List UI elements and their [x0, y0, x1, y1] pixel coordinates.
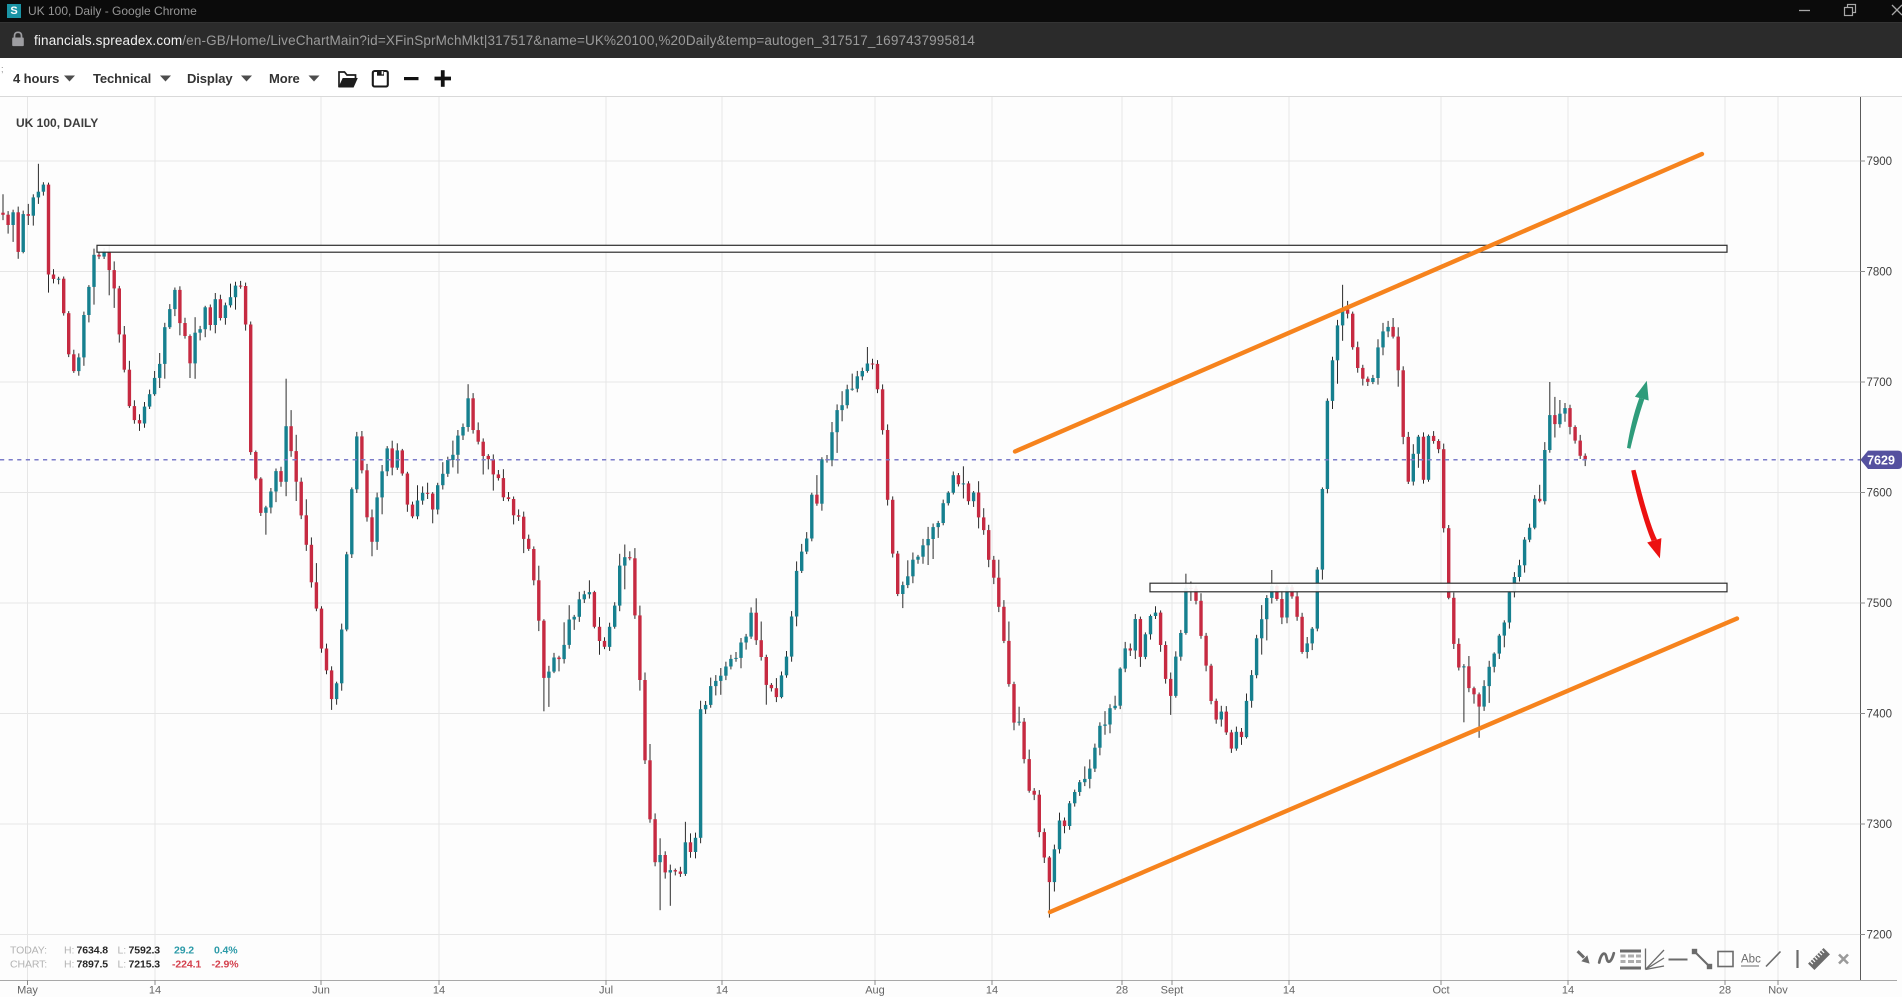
svg-text:Aug: Aug — [865, 985, 885, 997]
svg-text:7215.3: 7215.3 — [129, 959, 161, 971]
svg-text:14: 14 — [1562, 985, 1574, 997]
svg-text:14: 14 — [1283, 985, 1295, 997]
svg-text:Jun: Jun — [312, 985, 330, 997]
svg-text:7592.3: 7592.3 — [129, 945, 161, 957]
svg-text:14: 14 — [986, 985, 998, 997]
svg-text:UK 100, DAILY: UK 100, DAILY — [16, 116, 98, 130]
svg-text:7900: 7900 — [1867, 156, 1893, 168]
svg-text:14: 14 — [716, 985, 728, 997]
svg-text:7500: 7500 — [1867, 598, 1893, 610]
svg-text:TODAY:: TODAY: — [10, 945, 47, 957]
svg-text:29.2: 29.2 — [174, 945, 194, 957]
svg-text:Oct: Oct — [1432, 985, 1449, 997]
svg-text:Jul: Jul — [599, 985, 613, 997]
svg-text:7800: 7800 — [1867, 267, 1893, 279]
svg-text:May: May — [17, 985, 38, 997]
svg-text:7700: 7700 — [1867, 377, 1893, 389]
svg-text:7400: 7400 — [1867, 709, 1893, 721]
svg-text:CHART:: CHART: — [10, 959, 47, 971]
svg-text:7634.8: 7634.8 — [77, 945, 109, 957]
svg-text:Abc: Abc — [1741, 954, 1761, 966]
svg-text:7300: 7300 — [1867, 819, 1893, 831]
svg-text:7200: 7200 — [1867, 930, 1893, 942]
svg-text:L:: L: — [118, 959, 127, 971]
svg-text:H:: H: — [64, 959, 74, 971]
svg-text:H:: H: — [64, 945, 74, 957]
svg-text:7897.5: 7897.5 — [77, 959, 109, 971]
svg-text:0.4%: 0.4% — [214, 945, 238, 957]
svg-text:14: 14 — [149, 985, 161, 997]
svg-text:L:: L: — [118, 945, 127, 957]
svg-text:28: 28 — [1719, 985, 1731, 997]
svg-text:Nov: Nov — [1768, 985, 1788, 997]
svg-text:Sept: Sept — [1161, 985, 1184, 997]
svg-text:28: 28 — [1116, 985, 1128, 997]
svg-text:7600: 7600 — [1867, 488, 1893, 500]
svg-text:7629: 7629 — [1867, 453, 1895, 467]
svg-text:-224.1: -224.1 — [172, 959, 201, 971]
svg-text:-2.9%: -2.9% — [212, 959, 240, 971]
svg-text:14: 14 — [433, 985, 445, 997]
